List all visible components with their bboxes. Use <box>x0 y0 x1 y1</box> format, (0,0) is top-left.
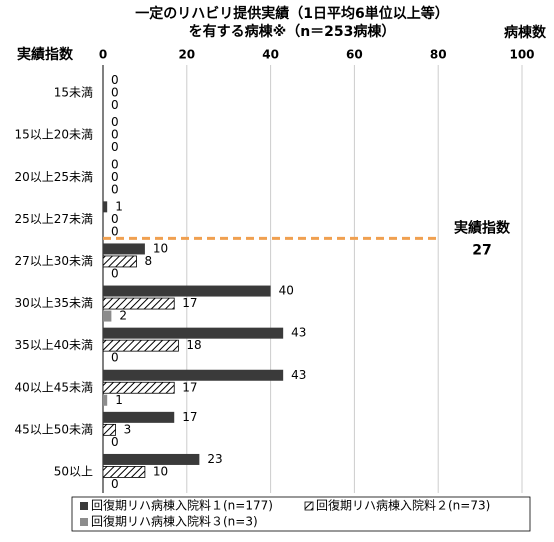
y-tick-label: 40以上45未満 <box>14 380 93 394</box>
bar <box>103 453 200 465</box>
value-label: 17 <box>182 380 197 394</box>
chart-title: を有する病棟※（n＝253病棟） <box>189 23 396 40</box>
value-label: 23 <box>207 452 222 466</box>
x-tick-label: 80 <box>430 48 447 62</box>
value-label: 3 <box>124 422 132 436</box>
value-label: 0 <box>111 477 119 491</box>
value-label: 0 <box>111 140 119 154</box>
value-label: 0 <box>111 351 119 365</box>
value-label: 0 <box>111 212 119 226</box>
value-label: 1 <box>115 393 123 407</box>
bar <box>102 339 179 352</box>
annotation: 実績指数 <box>454 219 511 236</box>
bar <box>103 327 284 339</box>
chart-title: 一定のリハビリ提供実績（1日平均6単位以上等） <box>135 5 448 22</box>
x-tick-label: 40 <box>262 48 279 62</box>
bar <box>103 201 108 213</box>
value-label: 0 <box>111 170 119 184</box>
y-axis-label: 実績指数 <box>17 46 74 63</box>
y-tick-label: 20以上25未満 <box>14 170 93 184</box>
bar <box>103 310 112 322</box>
x-tick-label: 20 <box>178 48 195 62</box>
y-tick-label: 45以上50未満 <box>14 422 93 436</box>
y-tick-label: 25以上27未満 <box>14 212 93 226</box>
value-label: 0 <box>111 128 119 142</box>
y-tick-label: 15未満 <box>54 86 93 100</box>
value-label: 0 <box>111 182 119 196</box>
legend-swatch <box>80 502 88 510</box>
bar <box>103 411 175 423</box>
x-axis-label: 病棟数 <box>504 24 547 41</box>
value-label: 0 <box>111 73 119 87</box>
bar <box>102 255 137 268</box>
bar <box>102 381 175 394</box>
bar <box>102 297 175 310</box>
value-label: 17 <box>182 410 197 424</box>
value-label: 10 <box>153 241 168 255</box>
y-tick-label: 50以上 <box>54 464 93 478</box>
legend-label: 回復期リハ病棟入院料２(n=73) <box>316 498 490 513</box>
legend-label: 回復期リハ病棟入院料３(n=3) <box>91 514 258 529</box>
x-tick-label: 0 <box>99 48 107 62</box>
value-label: 0 <box>111 224 119 238</box>
y-tick-label: 35以上40未満 <box>14 338 93 352</box>
legend-swatch <box>80 518 88 526</box>
bar <box>102 466 146 478</box>
legend-box <box>71 496 531 532</box>
y-tick-label: 15以上20未満 <box>14 128 93 142</box>
legend-label: 回復期リハ病棟入院料１(n=177) <box>91 498 273 513</box>
value-label: 0 <box>111 266 119 280</box>
value-label: 43 <box>291 326 306 340</box>
value-label: 1 <box>115 199 123 213</box>
value-label: 0 <box>111 435 119 449</box>
bar <box>102 423 116 436</box>
legend-swatch <box>304 501 314 511</box>
value-label: 43 <box>291 368 306 382</box>
value-label: 0 <box>111 86 119 100</box>
value-label: 0 <box>111 157 119 171</box>
value-label: 0 <box>111 115 119 129</box>
y-tick-label: 27以上30未満 <box>14 254 93 268</box>
value-label: 0 <box>111 98 119 112</box>
bar <box>103 243 145 255</box>
value-label: 17 <box>182 296 197 310</box>
value-label: 18 <box>186 338 201 352</box>
annotation: 27 <box>472 242 491 258</box>
y-tick-label: 30以上35未満 <box>14 296 93 310</box>
bar <box>103 285 271 297</box>
value-label: 40 <box>279 284 294 298</box>
x-tick-label: 60 <box>346 48 363 62</box>
bar <box>103 394 108 406</box>
value-label: 8 <box>145 254 153 268</box>
value-label: 10 <box>153 464 168 478</box>
x-tick-label: 100 <box>509 48 534 62</box>
bar <box>103 369 284 381</box>
value-label: 2 <box>119 309 127 323</box>
